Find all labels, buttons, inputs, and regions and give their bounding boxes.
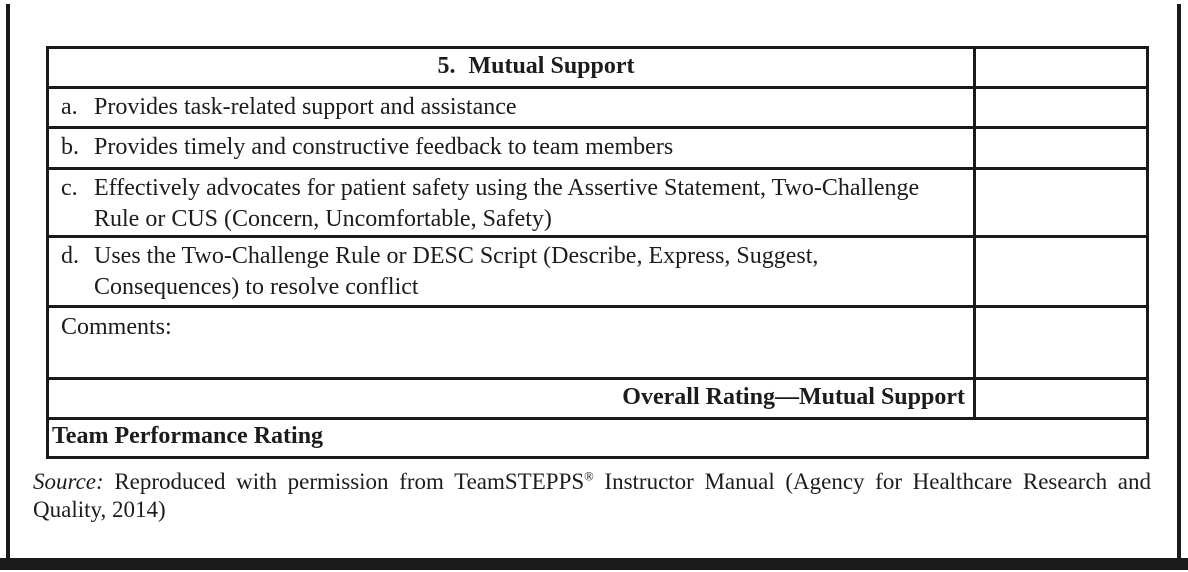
section-title-cell: 5. Mutual Support [46,46,976,89]
table-header-row: 5. Mutual Support [46,46,1149,89]
item-label-b: b. [61,134,79,160]
rating-cell-c [973,167,1149,238]
overall-rating-label: Overall Rating—Mutual Support [46,377,976,420]
table-row: b. Provides timely and constructive feed… [46,126,1149,170]
rating-cell-header [973,46,1149,89]
mutual-support-rating-table: 5. Mutual Support a. Provides task-relate… [46,46,1149,459]
behavior-cell-b: b. Provides timely and constructive feed… [46,126,976,170]
team-performance-label: Team Performance Rating [46,417,1149,459]
item-text-c: Effectively advocates for patient safety… [94,175,920,232]
item-text-a: Provides task-related support and assist… [94,94,517,120]
rating-cell-comments [973,305,1149,380]
source-note-label: Source: [33,469,104,494]
rating-cell-overall [973,377,1149,420]
item-label-d: d. [61,243,79,269]
behavior-cell-c: c. Effectively advocates for patient saf… [46,167,976,238]
rating-cell-b [973,126,1149,170]
source-note: Source: Reproduced with permission from … [33,468,1151,523]
frame-bottom-rule [0,558,1188,570]
behavior-cell-d: d. Uses the Two-Challenge Rule or DESC S… [46,235,976,308]
source-note-text-after: Instructor Manual (Agency for Healthcare… [33,469,1152,522]
registered-trademark-mark: ® [584,469,594,484]
frame-right-rule [1177,4,1181,560]
table-row: c. Effectively advocates for patient saf… [46,167,1149,238]
team-performance-row: Team Performance Rating [46,417,1149,459]
source-note-text-before: Reproduced with permission from TeamSTEP… [114,469,585,494]
item-text-d: Uses the Two-Challenge Rule or DESC Scri… [94,243,819,300]
comments-cell: Comments: [46,305,976,380]
item-label-a: a. [61,94,78,120]
rating-cell-a [973,86,1149,129]
frame-left-rule [6,4,10,560]
item-text-b: Provides timely and constructive feedbac… [94,134,674,160]
table-row: a. Provides task-related support and ass… [46,86,1149,129]
section-number: 5. [437,53,456,79]
section-title: Mutual Support [468,53,635,79]
comments-row: Comments: [46,305,1149,380]
rating-cell-d [973,235,1149,308]
behavior-cell-a: a. Provides task-related support and ass… [46,86,976,129]
overall-rating-row: Overall Rating—Mutual Support [46,377,1149,420]
table-row: d. Uses the Two-Challenge Rule or DESC S… [46,235,1149,308]
item-label-c: c. [61,175,78,201]
